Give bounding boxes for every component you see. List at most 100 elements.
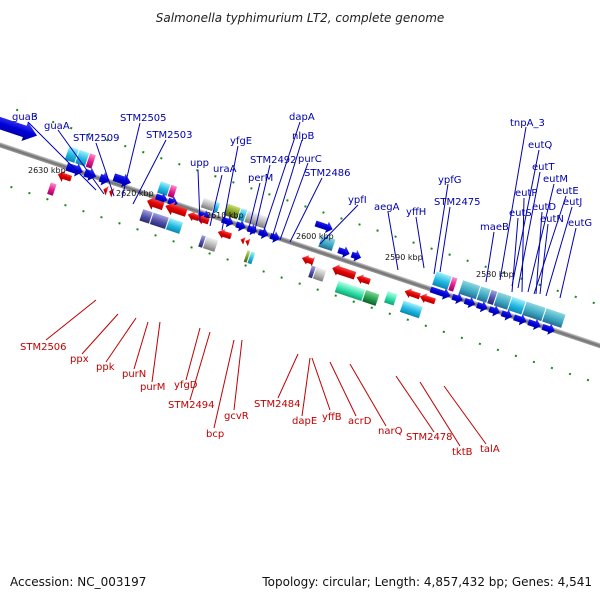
gene-label-eutE: eutE: [556, 186, 579, 197]
feature-block: [312, 267, 327, 282]
feature-block: [458, 280, 481, 300]
reverse-gene-arrows: [57, 170, 436, 305]
forward-feature-blocks: [64, 146, 566, 328]
forward-gene-arrow: [98, 172, 110, 186]
scale-label: 2630 kbp: [28, 166, 66, 175]
reverse-gene-arrow: [187, 211, 201, 222]
gene-label-talA: talA: [480, 444, 500, 455]
gene-label-eutS: eutS: [509, 208, 532, 219]
scale-label: 2600 kbp: [296, 232, 334, 241]
gene-label-acrD: acrD: [348, 416, 372, 427]
scale-label: 2580 kbp: [476, 270, 514, 279]
gene-label-STM2494: STM2494: [168, 400, 215, 411]
feature-block: [384, 290, 398, 306]
gene-label-ppk: ppk: [96, 362, 115, 373]
gene-label-perM: perM: [248, 173, 273, 184]
gene-label-nlpB: nlpB: [292, 131, 314, 142]
forward-gene-arrow: [0, 114, 38, 141]
forward-gene-arrow: [488, 305, 500, 317]
gene-label-guaB: guaB: [12, 112, 38, 123]
reverse-gene-arrow: [240, 237, 246, 245]
reverse-gene-arrow: [57, 170, 73, 182]
scale-label: 2620 kbp: [116, 189, 154, 198]
reverse-gene-arrow: [217, 229, 233, 240]
gene-label-ypfI: ypfI: [348, 195, 367, 206]
forward-gene-arrow: [527, 318, 541, 331]
feature-block: [448, 276, 458, 292]
feature-block: [149, 212, 169, 230]
gene-label-purC: purC: [298, 154, 322, 165]
gene-label-eutD: eutD: [532, 202, 556, 213]
forward-gene-arrow: [513, 313, 527, 326]
forward-gene-arrow: [451, 292, 463, 305]
feature-block: [318, 235, 336, 252]
feature-block: [432, 271, 452, 290]
gene-label-bcp: bcp: [206, 429, 224, 440]
gene-label-maeB: maeB: [480, 222, 509, 233]
genome-track: [0, 108, 600, 385]
feature-block: [202, 236, 219, 252]
inner-tick-row: [0, 179, 600, 385]
gene-label-tktB: tktB: [452, 447, 473, 458]
gene-label-eutT: eutT: [532, 162, 555, 173]
scale-label: 2590 kbp: [385, 253, 423, 262]
map-title: Salmonella typhimurium LT2, complete gen…: [156, 11, 445, 25]
feature-block: [139, 209, 153, 224]
gene-label-upp: upp: [190, 158, 209, 169]
feature-block: [476, 286, 491, 303]
gene-label-STM2506: STM2506: [20, 342, 67, 353]
gene-label-yffB: yffB: [322, 412, 342, 423]
gene-label-eutN: eutN: [540, 214, 564, 225]
forward-gene-arrow: [112, 173, 131, 187]
gene-label-aegA: aegA: [374, 202, 400, 213]
gene-label-yfgD: yfgD: [174, 380, 198, 391]
feature-block: [85, 153, 96, 169]
feature-block: [542, 308, 566, 328]
feature-block: [47, 182, 57, 196]
gene-label-STM2509: STM2509: [73, 133, 120, 144]
gene-label-STM2475: STM2475: [434, 197, 481, 208]
feature-block: [75, 149, 90, 167]
gene-label-STM2503: STM2503: [146, 130, 193, 141]
reverse-gene-arrow: [332, 264, 357, 280]
gene-label-yffH: yffH: [406, 207, 426, 218]
gene-label-purM: purM: [140, 382, 165, 393]
gene-label-uraA: uraA: [213, 164, 237, 175]
feature-block: [487, 289, 498, 306]
gene-label-yfgE: yfgE: [230, 136, 252, 147]
forward-gene-arrow: [350, 250, 362, 262]
reverse-gene-arrow: [103, 185, 109, 196]
gene-label-STM2505: STM2505: [120, 113, 167, 124]
gene-label-purN: purN: [122, 369, 146, 380]
feature-block: [167, 184, 178, 199]
gene-label-eutQ: eutQ: [528, 140, 552, 151]
forward-gene-arrow: [541, 323, 555, 335]
feature-block: [508, 296, 526, 315]
reverse-gene-arrow: [356, 274, 371, 285]
feature-block: [522, 301, 546, 322]
forward-leader-lines: [27, 121, 577, 299]
feature-block: [493, 292, 512, 310]
gene-label-eutP: eutP: [515, 188, 537, 199]
feature-block: [247, 251, 256, 265]
topology-label: Topology: circular; Length: 4,857,432 bp…: [261, 575, 592, 589]
reverse-gene-arrow: [165, 201, 188, 217]
gene-label-guaA: guaA: [44, 121, 70, 132]
accession-label: Accession: NC_003197: [10, 575, 146, 589]
feature-block: [237, 208, 248, 222]
gene-label-STM2484: STM2484: [254, 399, 301, 410]
feature-block: [334, 280, 366, 302]
gene-label-narQ: narQ: [378, 426, 403, 437]
feature-block: [308, 265, 316, 279]
feature-block: [223, 203, 241, 220]
gene-label-STM2478: STM2478: [406, 432, 453, 443]
gene-label-STM2486: STM2486: [304, 168, 351, 179]
forward-gene-arrow: [167, 196, 178, 208]
feature-block: [244, 210, 270, 229]
reverse-gene-arrow: [147, 196, 165, 211]
reverse-gene-arrow: [419, 293, 436, 305]
gene-label-tnpA_3: tnpA_3: [510, 118, 545, 129]
forward-gene-labels: guaB guaA STM2509 STM2505 STM2503 upp ur…: [12, 112, 592, 233]
reverse-gene-arrow: [245, 238, 251, 247]
